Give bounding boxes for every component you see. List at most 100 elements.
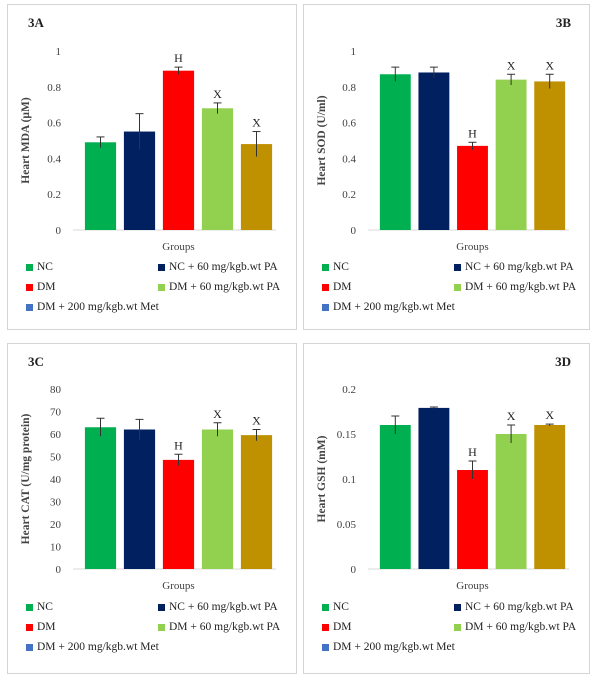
bar: [162, 70, 195, 230]
y-tick-label: 0.15: [337, 429, 357, 441]
legend-label: NC: [333, 601, 349, 613]
legend-item: NC + 60 mg/kgb.wt PA: [158, 261, 278, 273]
y-tick-label: 0: [351, 225, 357, 237]
legend-label: NC: [333, 261, 349, 273]
legend-item: DM + 200 mg/kgb.wt Met: [26, 301, 159, 313]
legend-item: NC + 60 mg/kgb.wt PA: [158, 601, 278, 613]
legend-label: DM + 60 mg/kgb.wt PA: [169, 281, 281, 293]
x-axis-title: Groups: [456, 241, 488, 253]
legend-item: NC: [322, 261, 349, 273]
y-tick-label: 30: [50, 497, 62, 509]
y-tick-label: 80: [50, 384, 62, 396]
legend-label: DM + 200 mg/kgb.wt Met: [37, 641, 159, 653]
legend-label: DM: [37, 281, 56, 293]
legend-swatch: [322, 283, 329, 291]
significance-label: X: [545, 408, 554, 422]
legend-item: DM + 60 mg/kgb.wt PA: [454, 281, 576, 293]
y-tick-label: 1: [351, 46, 357, 58]
x-axis-title: Groups: [162, 241, 194, 253]
legend-swatch: [158, 263, 165, 271]
y-tick-label: 0.4: [47, 153, 61, 165]
legend-swatch: [454, 603, 461, 611]
legend-item: NC: [26, 601, 53, 613]
bar: [534, 425, 566, 569]
legend-item: DM + 60 mg/kgb.wt PA: [454, 621, 576, 633]
bar: [162, 459, 195, 569]
y-tick-label: 0: [56, 225, 62, 237]
y-axis-title: Heart MDA (µM): [20, 97, 32, 184]
bar-chart: 3C 0 10 20 30 40 50 60 70 80 Heart CAT (U/mg prote…: [20, 354, 276, 592]
chart-panel-3d: 3D 0 0.05 0.1 0.15 0.2 Heart GSH (mM) Groups H X X…: [303, 343, 590, 674]
y-tick-label: 0.4: [342, 153, 356, 165]
significance-label: X: [213, 407, 222, 421]
legend-swatch: [158, 623, 165, 631]
chart-panel-3b: 3B 0 0.2 0.4 0.6 0.8 1 Heart SOD (U/ml) Groups H X…: [303, 4, 590, 330]
y-tick-label: 0.2: [342, 384, 356, 396]
x-axis-title: Groups: [456, 580, 488, 592]
legend-swatch: [322, 643, 329, 651]
bar: [84, 427, 117, 569]
y-tick-label: 0: [56, 564, 62, 576]
legend-label: DM + 200 mg/kgb.wt Met: [333, 301, 455, 313]
legend-label: NC + 60 mg/kgb.wt PA: [465, 601, 574, 613]
y-axis-title: Heart GSH (mM): [316, 435, 328, 522]
legend-label: DM + 60 mg/kgb.wt PA: [465, 621, 577, 633]
bar: [201, 429, 234, 569]
y-tick-label: 0.8: [342, 82, 356, 94]
legend-label: DM: [333, 281, 352, 293]
legend-swatch: [322, 303, 329, 311]
legend-item: DM + 60 mg/kgb.wt PA: [158, 621, 280, 633]
legend-label: NC + 60 mg/kgb.wt PA: [169, 261, 278, 273]
legend-item: NC: [322, 601, 349, 613]
significance-label: X: [213, 87, 222, 101]
y-tick-label: 0.2: [342, 189, 356, 201]
y-tick-label: 0: [351, 564, 357, 576]
legend-swatch: [454, 283, 461, 291]
bar: [495, 434, 527, 569]
bar: [418, 72, 450, 230]
legend-swatch: [26, 283, 33, 291]
legend-swatch: [322, 623, 329, 631]
legend-item: NC + 60 mg/kgb.wt PA: [454, 601, 574, 613]
legend-swatch: [322, 603, 329, 611]
significance-label: X: [507, 409, 516, 423]
y-tick-label: 20: [50, 519, 62, 531]
y-axis-title: Heart CAT (U/mg protein): [20, 414, 32, 545]
legend-swatch: [158, 283, 165, 291]
bar: [240, 144, 273, 230]
legend-swatch: [26, 303, 33, 311]
significance-label: H: [174, 51, 183, 65]
bar: [379, 425, 411, 569]
legend-label: DM: [333, 621, 352, 633]
legend-swatch: [454, 623, 461, 631]
legend-swatch: [26, 643, 33, 651]
legend-label: NC + 60 mg/kgb.wt PA: [465, 261, 574, 273]
y-tick-label: 1: [56, 46, 62, 58]
significance-label: H: [468, 445, 477, 459]
significance-label: X: [507, 58, 516, 72]
bar: [123, 429, 156, 569]
bar: [84, 142, 117, 230]
y-tick-label: 40: [50, 474, 62, 486]
legend-label: DM: [37, 621, 56, 633]
y-axis-title: Heart SOD (U/ml): [316, 95, 328, 185]
bar: [240, 435, 273, 569]
legend-swatch: [158, 603, 165, 611]
chart-panel-3a: 3A 0 0.2 0.4 0.6 0.8 1 Heart MDA (µM) Groups H X X …: [7, 4, 297, 330]
legend-swatch: [322, 263, 329, 271]
legend-item: DM + 200 mg/kgb.wt Met: [322, 301, 455, 313]
panel-label: 3B: [556, 15, 572, 30]
legend-item: DM: [322, 621, 352, 633]
y-tick-label: 60: [50, 429, 62, 441]
legend-label: NC: [37, 601, 53, 613]
legend-item: DM: [26, 281, 56, 293]
panel-label: 3C: [28, 354, 44, 369]
bar: [457, 145, 488, 230]
y-tick-label: 0.8: [47, 82, 61, 94]
y-tick-label: 0.2: [47, 189, 61, 201]
y-tick-label: 0.6: [47, 118, 61, 130]
y-tick-label: 50: [50, 452, 62, 464]
legend-item: NC + 60 mg/kgb.wt PA: [454, 261, 574, 273]
legend-label: NC: [37, 261, 53, 273]
legend-item: DM + 200 mg/kgb.wt Met: [26, 641, 159, 653]
